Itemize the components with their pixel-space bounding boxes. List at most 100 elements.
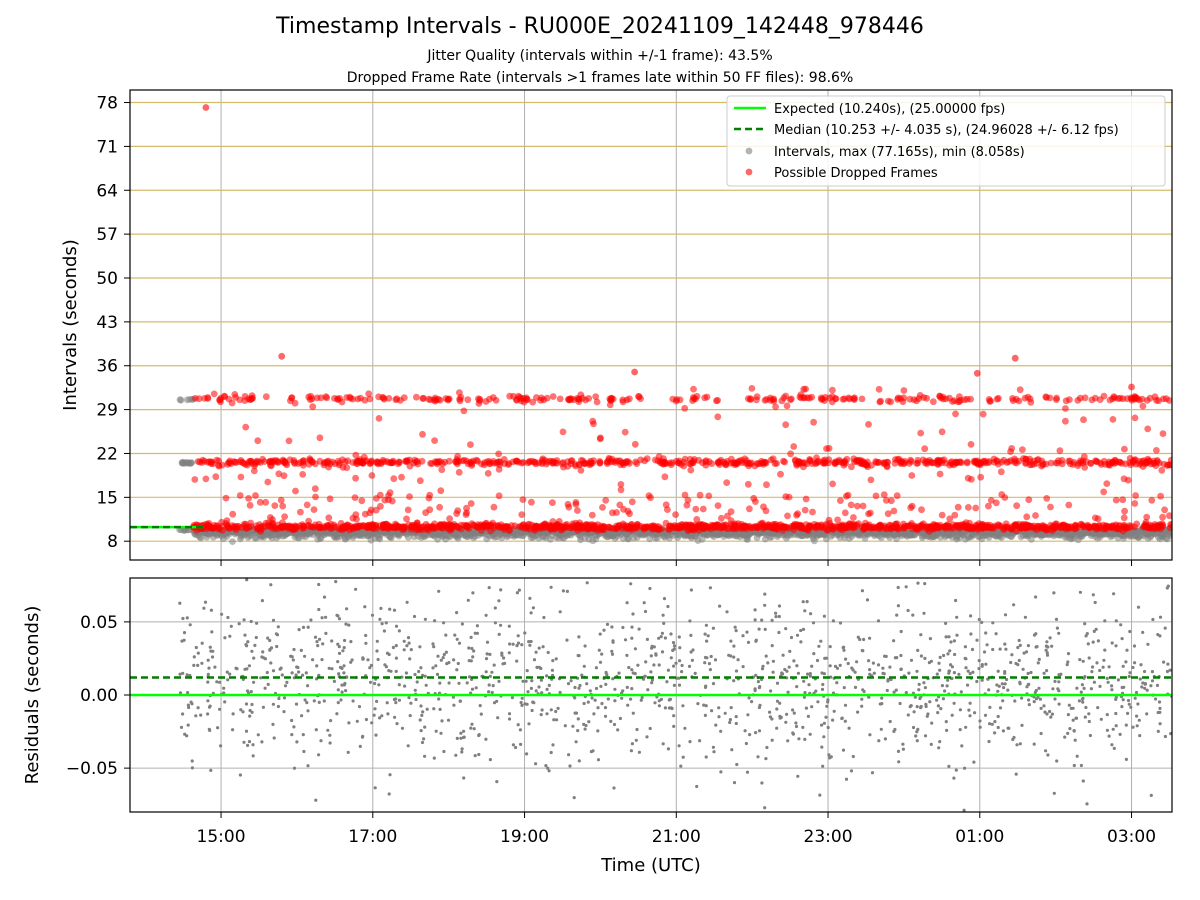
dropped-frame-point [1026,395,1034,403]
residual-point [1034,697,1039,701]
dropped-frame-point [718,514,725,522]
residual-point [532,701,536,705]
dropped-frame-point [965,504,972,511]
residual-point [409,648,413,652]
top-y-tick-label: 8 [107,532,118,552]
residual-point [342,664,346,668]
residual-point [495,699,499,703]
dropped-frame-point [278,352,286,360]
residual-point [631,711,635,715]
residual-point [185,616,189,620]
residual-point [766,661,770,665]
dropped-frame-point [606,524,614,532]
residual-point [457,641,462,645]
residual-point [282,696,287,700]
dropped-frame-point [364,524,372,531]
dropped-frame-point [913,397,920,405]
residual-point [337,617,342,621]
residual-point [983,713,988,717]
dropped-frame-point [642,524,650,532]
dropped-frame-point [558,523,566,531]
residual-point [1102,658,1106,662]
dropped-frame-point [951,511,959,519]
top-plot-frame [129,89,1173,561]
residual-point [786,739,790,743]
dropped-frame-point [1065,501,1073,509]
residual-point [578,683,582,688]
residual-point [364,717,368,722]
dropped-frame-point [894,395,901,403]
dropped-frame-point [368,472,376,479]
dropped-frame-point [446,515,453,522]
residual-point [1037,657,1041,662]
residual-point [1112,746,1116,751]
residual-point [369,663,373,668]
residual-point [457,681,461,685]
dropped-frame-point [365,390,373,398]
residual-point [423,754,427,758]
dropped-frame-point [473,523,481,530]
residual-point [1134,690,1139,695]
residual-point [241,710,245,714]
residual-point [441,656,445,660]
dropped-frame-point [936,521,944,529]
residual-point [260,740,264,744]
residual-point [828,664,832,668]
residual-point [1133,696,1137,700]
dropped-frame-point [420,394,427,402]
dropped-frame-point [1021,394,1029,402]
dropped-frame-point [1070,459,1078,466]
residual-point [802,679,806,683]
residual-point [844,657,848,661]
residual-point [178,601,182,605]
residual-point [518,728,523,732]
residual-point [661,742,665,746]
residual-point [822,735,826,739]
residual-point [539,713,543,717]
residual-point [820,723,824,727]
top-y-tick-label: 78 [96,94,118,114]
dropped-frame-point [666,459,674,467]
dropped-frame-point [877,521,884,529]
residual-point [1080,683,1084,687]
residual-point [1138,734,1142,738]
residual-point [1022,651,1026,655]
dropped-frame-point [895,455,903,463]
dropped-frame-point [680,462,688,470]
dropped-frame-point [389,459,397,466]
residual-point [577,759,581,763]
residual-point [950,676,954,681]
residual-point [1032,633,1037,637]
top-y-axis-label: Intervals (seconds) [60,239,81,411]
residual-point [529,686,534,691]
residual-point [964,725,968,729]
dropped-frame-point [589,459,596,467]
dropped-frame-point [1153,457,1161,464]
top-y-tick-label: 71 [96,137,118,157]
dropped-frame-point [881,459,889,467]
dropped-frame-point [1049,523,1056,530]
residual-point [343,638,347,643]
residual-point [408,657,412,661]
dropped-frame-point [210,390,218,398]
residual-point [841,646,845,650]
bottom-scatter-points [178,578,1172,812]
residual-point [613,687,617,691]
dropped-frame-point [1116,394,1124,402]
dropped-frame-point [596,458,604,465]
dropped-frame-point [969,525,977,532]
dropped-frame-point [764,523,772,531]
dropped-frame-point [1166,524,1172,532]
dropped-frame-point [892,520,900,528]
dropped-frame-point [714,413,722,421]
residual-point [775,726,779,730]
dropped-frame-point [191,476,199,483]
residual-point [440,719,444,723]
residual-point [897,760,901,764]
residual-point [906,713,910,717]
dropped-frame-point [559,428,567,436]
dropped-frame-point [872,492,880,500]
residual-point [672,724,676,729]
residual-point [420,740,425,745]
interval-point [188,459,196,466]
